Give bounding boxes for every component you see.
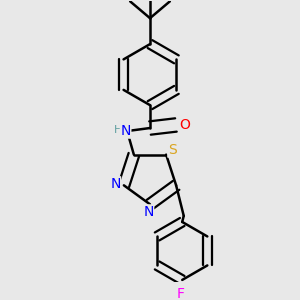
- Text: N: N: [110, 177, 121, 191]
- Text: H: H: [114, 124, 122, 134]
- Text: O: O: [179, 118, 190, 132]
- Text: S: S: [168, 143, 177, 157]
- Text: F: F: [177, 287, 185, 300]
- Text: N: N: [120, 124, 131, 138]
- Text: N: N: [143, 205, 154, 219]
